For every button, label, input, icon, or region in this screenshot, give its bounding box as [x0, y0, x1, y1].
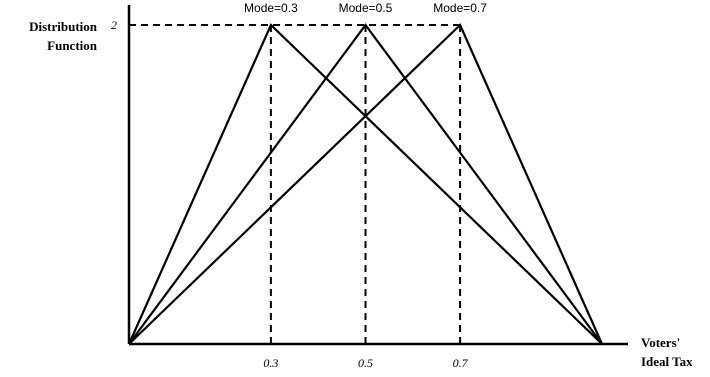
y-axis-label-line2: Function — [47, 38, 98, 53]
series-line-3 — [128, 23, 604, 345]
x-tick-label-2: 0.5 — [358, 356, 373, 370]
x-tick-label-1: 0.3 — [263, 356, 278, 370]
x-tick-label-3: 0.7 — [453, 356, 469, 370]
series-line-2 — [128, 23, 603, 345]
series-label-1: Mode=0.3 — [244, 1, 298, 15]
y-axis-label-line1: Distribution — [29, 19, 98, 34]
series-label-3: Mode=0.7 — [433, 1, 487, 15]
x-axis-label-line1: Voters' — [641, 335, 680, 350]
series-label-2: Mode=0.5 — [339, 1, 393, 15]
series-line-1 — [127, 23, 603, 345]
x-axis-label-line2: Ideal Tax — [641, 354, 693, 369]
y-tick-label-1: 2 — [111, 18, 117, 32]
